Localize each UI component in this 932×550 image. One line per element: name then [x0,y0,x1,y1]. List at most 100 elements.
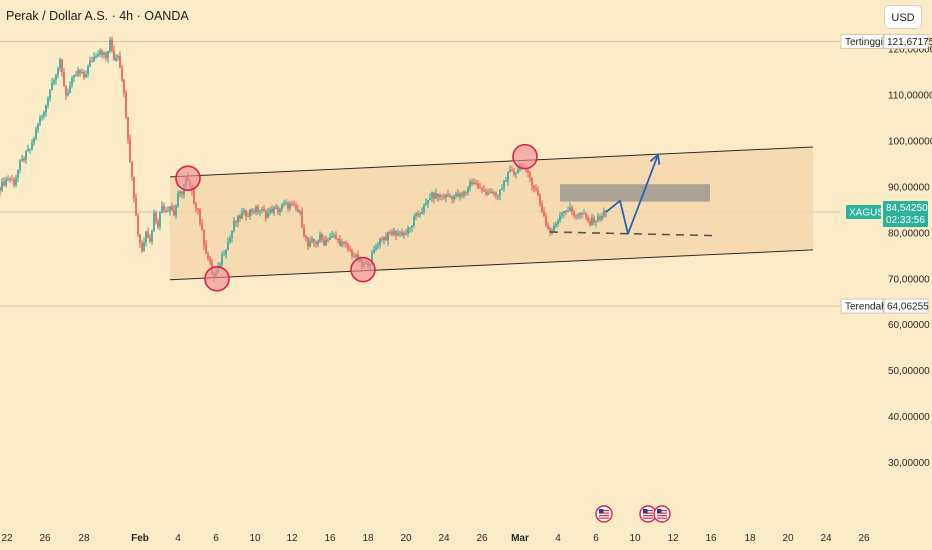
candle [411,225,413,233]
candle [323,235,325,247]
candle-body [49,90,51,98]
candle-body [243,210,245,213]
candle-body [371,252,373,264]
candle [543,206,545,217]
candle [33,136,35,146]
candle-body [193,190,195,204]
candle [571,205,573,216]
candle-body [115,57,117,61]
candle-body [89,60,91,67]
candle [601,212,603,222]
candle-body [145,231,147,243]
candle [287,201,289,212]
candle-body [129,139,131,163]
candle [577,212,579,219]
candle-body [515,173,517,175]
candle [593,215,595,226]
candle-body [263,209,265,211]
candle [105,51,107,62]
candle-body [305,235,307,239]
candle [491,188,493,195]
candle [315,240,317,248]
candle-body [67,92,69,96]
candle-body [75,75,77,77]
candle-body [545,216,547,226]
candle-body [81,71,83,73]
candle-body [63,72,65,86]
candle [177,190,179,208]
last-price: 84,54250 [886,203,928,214]
candle-body [105,52,107,58]
low-value-box [883,298,929,314]
candle-body [433,192,435,199]
candle-body [565,211,567,213]
candle-body [37,123,39,130]
candle [493,190,495,197]
candle-body [383,237,385,240]
candle-body [373,249,375,253]
candle-body [319,234,321,242]
candle [545,212,547,227]
candle-body [1,181,3,191]
candle [111,36,113,53]
candle [271,205,273,214]
x-axis-tick-label: 18 [362,533,374,544]
candle [267,207,269,219]
candle [159,211,161,231]
channel-upper-line [169,146,814,178]
us-flag-event-icon[interactable] [653,505,671,523]
candle [401,228,403,237]
candle-body [197,208,199,210]
candle [433,191,435,204]
candle [273,205,275,216]
candle-body [341,241,343,246]
candle-body [491,192,493,194]
candle-body [543,211,545,217]
candle-body [237,215,239,223]
candle [129,134,131,163]
candle [163,202,165,213]
candle-body [69,85,71,93]
candle-body [563,211,565,213]
candle-body [123,79,125,93]
candle [591,213,593,226]
candle [561,211,563,220]
candle-body [29,149,31,151]
candle [1,177,3,193]
candle [497,194,499,201]
candle [209,255,211,266]
candle-body [219,264,221,267]
candle-body [421,212,423,214]
candle [419,211,421,218]
candle [487,188,489,196]
candle-body [413,216,415,226]
candle [511,165,513,172]
candle-body [559,215,561,221]
candle-body [583,213,585,215]
candle-body [423,205,425,213]
candle-body [93,56,95,62]
candle-body [435,193,437,199]
candle-body [53,80,55,83]
us-flag-event-icon[interactable] [595,505,613,523]
candle-body [465,192,467,194]
candle [199,208,201,227]
candle [535,184,537,192]
candle-body [501,188,503,190]
x-axis-tick-label: 24 [820,533,832,544]
candle [409,227,411,233]
candle-body [425,203,427,206]
candle [437,193,439,203]
candle [263,204,265,212]
candle [101,48,103,59]
candle [381,236,383,243]
x-axis-tick-label: 20 [400,533,412,544]
candle [435,188,437,199]
candle-body [343,241,345,243]
candle [457,188,459,198]
candle-body [77,70,79,76]
flag-icon-stripe [599,510,609,512]
candle-body [557,220,559,225]
currency-button[interactable]: USD [884,5,922,29]
